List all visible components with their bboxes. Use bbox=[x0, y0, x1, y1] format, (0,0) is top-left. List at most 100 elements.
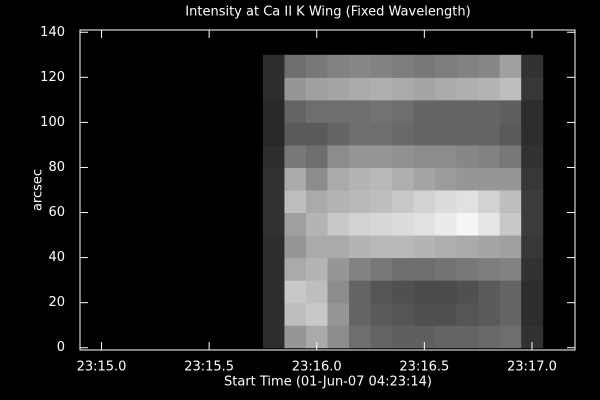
heatmap-cell bbox=[262, 212, 285, 236]
heatmap-cell bbox=[370, 280, 393, 304]
heatmap-cell bbox=[392, 257, 415, 281]
heatmap-cell bbox=[305, 77, 328, 101]
heatmap-cell bbox=[478, 167, 501, 191]
heatmap-cell bbox=[499, 257, 522, 281]
heatmap-cell bbox=[370, 167, 393, 191]
heatmap-cell bbox=[349, 122, 372, 146]
heatmap-cell bbox=[305, 167, 328, 191]
heatmap-cell bbox=[478, 235, 501, 259]
heatmap-cell bbox=[327, 235, 350, 259]
heatmap-cell bbox=[349, 190, 372, 214]
heatmap-cell bbox=[521, 54, 544, 78]
heatmap-cell bbox=[499, 122, 522, 146]
heatmap-cell bbox=[392, 144, 415, 168]
heatmap-cell bbox=[284, 54, 307, 78]
heatmap-cell bbox=[370, 99, 393, 123]
heatmap-cell bbox=[370, 235, 393, 259]
x-tick-label: 23:15.5 bbox=[184, 360, 234, 375]
heatmap-cell bbox=[499, 212, 522, 236]
y-tick-label: 0 bbox=[57, 340, 65, 355]
heatmap-cell bbox=[435, 99, 458, 123]
heatmap-cell bbox=[499, 235, 522, 259]
heatmap-cell bbox=[284, 235, 307, 259]
heatmap-cell bbox=[327, 122, 350, 146]
heatmap-cell bbox=[370, 302, 393, 326]
heatmap-cell bbox=[413, 99, 436, 123]
heatmap-cell bbox=[284, 257, 307, 281]
heatmap-cell bbox=[521, 77, 544, 101]
heatmap-cell bbox=[456, 144, 479, 168]
heatmap-cell bbox=[370, 54, 393, 78]
heatmap-cell bbox=[370, 77, 393, 101]
heatmap-cell bbox=[478, 77, 501, 101]
heatmap-cell bbox=[349, 257, 372, 281]
heatmap-cell bbox=[349, 167, 372, 191]
heatmap-cell bbox=[349, 280, 372, 304]
heatmap-cell bbox=[392, 280, 415, 304]
heatmap-cell bbox=[305, 122, 328, 146]
heatmap-cell bbox=[327, 212, 350, 236]
heatmap-cell bbox=[521, 235, 544, 259]
heatmap-cell bbox=[413, 190, 436, 214]
heatmap-cell bbox=[305, 190, 328, 214]
heatmap-cell bbox=[456, 77, 479, 101]
heatmap-cell bbox=[435, 54, 458, 78]
heatmap-cell bbox=[456, 190, 479, 214]
heatmap-cell bbox=[413, 144, 436, 168]
heatmap-cell bbox=[284, 99, 307, 123]
heatmap-cell bbox=[305, 144, 328, 168]
heatmap-cell bbox=[413, 54, 436, 78]
heatmap-cell bbox=[284, 190, 307, 214]
y-tick-label: 100 bbox=[40, 115, 65, 130]
y-tick-label: 40 bbox=[48, 250, 65, 265]
heatmap-cell bbox=[456, 257, 479, 281]
heatmap-cell bbox=[262, 99, 285, 123]
heatmap-cell bbox=[349, 235, 372, 259]
heatmap-cell bbox=[284, 144, 307, 168]
heatmap-cell bbox=[262, 54, 285, 78]
heatmap-cell bbox=[478, 325, 501, 349]
heatmap-cell bbox=[262, 325, 285, 349]
heatmap-cell bbox=[456, 235, 479, 259]
heatmap-cell bbox=[392, 122, 415, 146]
heatmap-cell bbox=[392, 99, 415, 123]
heatmap-cell bbox=[435, 257, 458, 281]
heatmap-cell bbox=[456, 302, 479, 326]
heatmap-cell bbox=[435, 77, 458, 101]
heatmap-cell bbox=[478, 302, 501, 326]
heatmap-cell bbox=[392, 212, 415, 236]
heatmap-cell bbox=[262, 302, 285, 326]
heatmap-cell bbox=[478, 54, 501, 78]
heatmap-cell bbox=[284, 122, 307, 146]
heatmap-cell bbox=[499, 144, 522, 168]
heatmap-cell bbox=[521, 302, 544, 326]
heatmap-cell bbox=[327, 325, 350, 349]
heatmap-cell bbox=[305, 212, 328, 236]
heatmap-cell bbox=[392, 302, 415, 326]
heatmap-cell bbox=[413, 167, 436, 191]
heatmap-cell bbox=[435, 144, 458, 168]
heatmap-cell bbox=[499, 99, 522, 123]
heatmap-cell bbox=[435, 190, 458, 214]
heatmap-cell bbox=[284, 167, 307, 191]
heatmap-cell bbox=[435, 280, 458, 304]
heatmap-cell bbox=[327, 302, 350, 326]
heatmap-cell bbox=[349, 54, 372, 78]
x-tick-label: 23:15.0 bbox=[77, 360, 127, 375]
heatmap-cell bbox=[349, 77, 372, 101]
heatmap-cell bbox=[478, 144, 501, 168]
heatmap-cell bbox=[327, 257, 350, 281]
heatmap-cell bbox=[262, 167, 285, 191]
heatmap-cell bbox=[327, 77, 350, 101]
heatmap-cell bbox=[262, 77, 285, 101]
heatmap-cell bbox=[456, 280, 479, 304]
heatmap-cell bbox=[262, 280, 285, 304]
heatmap-cell bbox=[413, 122, 436, 146]
heatmap-cell bbox=[413, 280, 436, 304]
heatmap-cell bbox=[435, 325, 458, 349]
heatmap-cell bbox=[435, 302, 458, 326]
heatmap-cell bbox=[521, 122, 544, 146]
heatmap-cell bbox=[478, 99, 501, 123]
heatmap-cell bbox=[456, 212, 479, 236]
